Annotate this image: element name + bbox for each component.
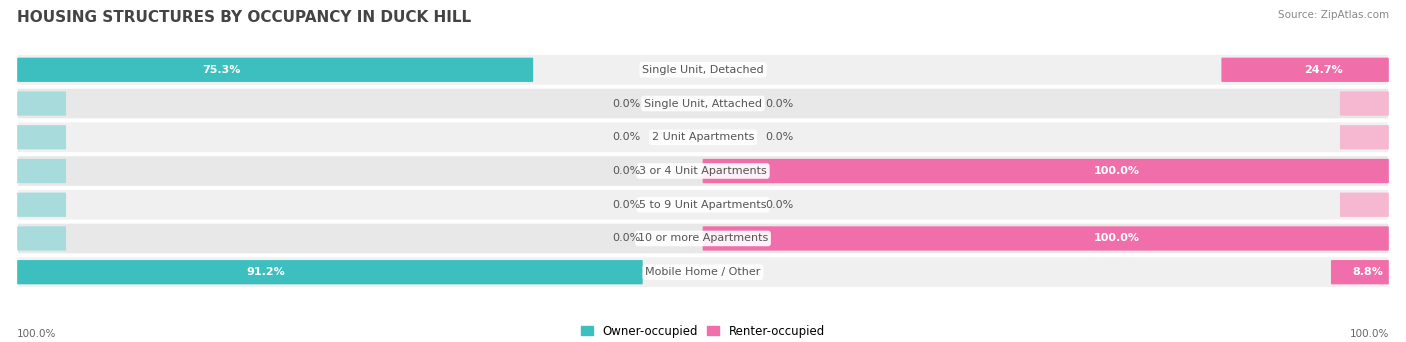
Text: 75.3%: 75.3% bbox=[202, 65, 240, 75]
FancyBboxPatch shape bbox=[17, 91, 66, 116]
Text: Mobile Home / Other: Mobile Home / Other bbox=[645, 267, 761, 277]
Text: Single Unit, Attached: Single Unit, Attached bbox=[644, 98, 762, 108]
FancyBboxPatch shape bbox=[17, 256, 1389, 288]
Text: HOUSING STRUCTURES BY OCCUPANCY IN DUCK HILL: HOUSING STRUCTURES BY OCCUPANCY IN DUCK … bbox=[17, 10, 471, 25]
Text: 0.0%: 0.0% bbox=[613, 200, 641, 210]
FancyBboxPatch shape bbox=[17, 88, 1389, 119]
Text: Single Unit, Detached: Single Unit, Detached bbox=[643, 65, 763, 75]
FancyBboxPatch shape bbox=[1340, 193, 1389, 217]
FancyBboxPatch shape bbox=[17, 189, 1389, 221]
Text: 0.0%: 0.0% bbox=[765, 132, 793, 142]
FancyBboxPatch shape bbox=[17, 223, 1389, 254]
Text: 10 or more Apartments: 10 or more Apartments bbox=[638, 234, 768, 244]
Text: 0.0%: 0.0% bbox=[613, 132, 641, 142]
Text: 91.2%: 91.2% bbox=[246, 267, 285, 277]
FancyBboxPatch shape bbox=[17, 58, 533, 82]
FancyBboxPatch shape bbox=[1340, 91, 1389, 116]
FancyBboxPatch shape bbox=[17, 193, 66, 217]
Text: 8.8%: 8.8% bbox=[1353, 267, 1384, 277]
Text: 3 or 4 Unit Apartments: 3 or 4 Unit Apartments bbox=[640, 166, 766, 176]
FancyBboxPatch shape bbox=[1340, 125, 1389, 149]
FancyBboxPatch shape bbox=[17, 159, 66, 183]
FancyBboxPatch shape bbox=[703, 159, 1389, 183]
FancyBboxPatch shape bbox=[17, 260, 643, 284]
FancyBboxPatch shape bbox=[1331, 260, 1389, 284]
FancyBboxPatch shape bbox=[1222, 58, 1389, 82]
FancyBboxPatch shape bbox=[17, 155, 1389, 187]
Text: 100.0%: 100.0% bbox=[1094, 166, 1139, 176]
Text: 0.0%: 0.0% bbox=[613, 166, 641, 176]
Text: 100.0%: 100.0% bbox=[1350, 329, 1389, 339]
FancyBboxPatch shape bbox=[17, 121, 1389, 153]
Text: 0.0%: 0.0% bbox=[765, 98, 793, 108]
FancyBboxPatch shape bbox=[17, 54, 1389, 86]
Text: 0.0%: 0.0% bbox=[613, 234, 641, 244]
Text: Source: ZipAtlas.com: Source: ZipAtlas.com bbox=[1278, 10, 1389, 20]
Legend: Owner-occupied, Renter-occupied: Owner-occupied, Renter-occupied bbox=[576, 320, 830, 342]
FancyBboxPatch shape bbox=[703, 226, 1389, 251]
Text: 5 to 9 Unit Apartments: 5 to 9 Unit Apartments bbox=[640, 200, 766, 210]
Text: 24.7%: 24.7% bbox=[1305, 65, 1343, 75]
Text: 100.0%: 100.0% bbox=[1094, 234, 1139, 244]
Text: 100.0%: 100.0% bbox=[17, 329, 56, 339]
Text: 0.0%: 0.0% bbox=[765, 200, 793, 210]
FancyBboxPatch shape bbox=[17, 125, 66, 149]
FancyBboxPatch shape bbox=[17, 226, 66, 251]
Text: 0.0%: 0.0% bbox=[613, 98, 641, 108]
Text: 2 Unit Apartments: 2 Unit Apartments bbox=[652, 132, 754, 142]
